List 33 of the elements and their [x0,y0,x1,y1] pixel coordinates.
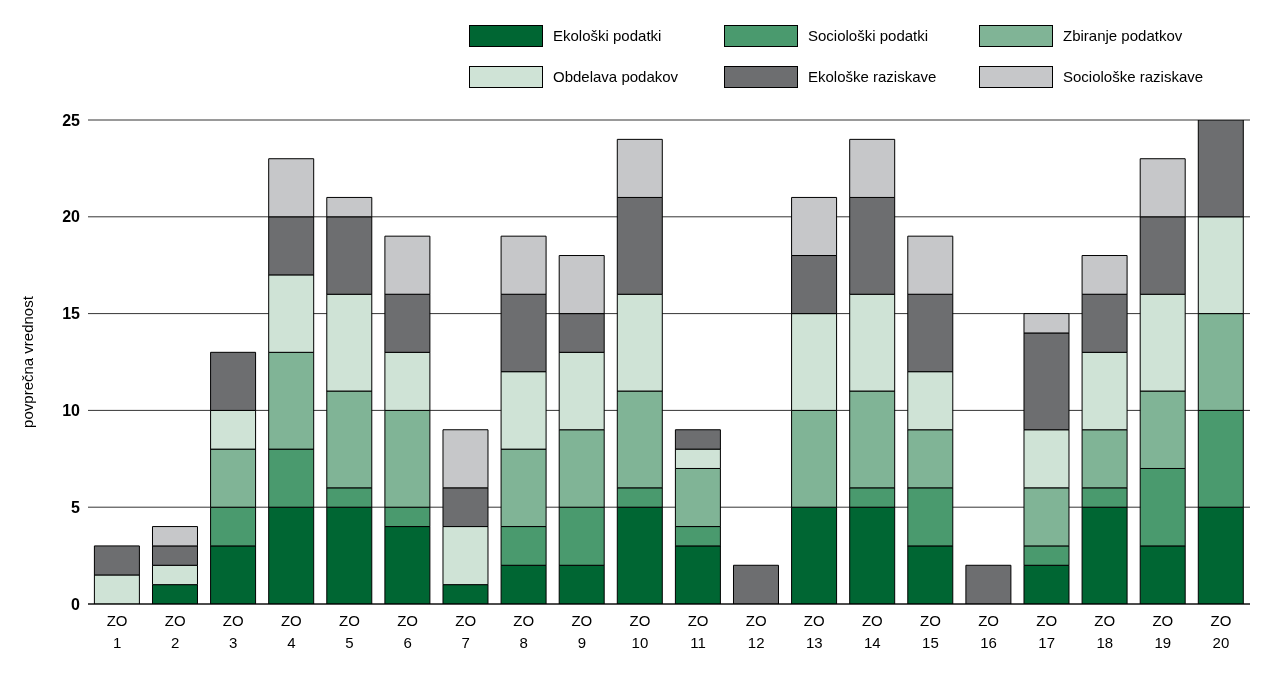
x-tick-label: ZO 6 [397,612,418,651]
y-axis-title: povprečna vrednost [19,295,37,428]
x-tick-label: ZO 15 [920,612,941,651]
x-tick-label: ZO 20 [1210,612,1232,651]
x-tick-label: ZO 13 [803,612,825,651]
x-tick-label: ZO 2 [164,612,186,651]
x-tick-label: ZO 14 [861,612,883,651]
x-tick-label: ZO 9 [571,612,593,651]
legend-label: Ekološke raziskave [808,68,937,85]
x-tick-label: ZO 19 [1152,612,1174,651]
x-tick-label: ZO 7 [455,612,477,651]
y-tick-label: 0 [71,595,81,613]
y-tick-label: 10 [62,402,81,420]
x-tick-label: ZO 3 [222,612,244,651]
y-tick-label: 20 [62,208,81,226]
x-tick-label: ZO 5 [339,612,360,651]
legend-label: Zbiranje podatkov [1063,27,1183,44]
x-tick-label: ZO 11 [687,612,709,651]
x-tick-label: ZO 12 [745,612,767,651]
legend-label: Sociološki podatki [808,27,929,44]
x-tick-label: ZO 16 [978,612,999,651]
legend-label: Obdelava podakov [553,68,679,85]
x-tick-label: ZO 10 [629,612,651,651]
legend-label: Ekološki podatki [553,27,662,44]
x-tick-label: ZO 8 [513,612,535,651]
y-tick-label: 25 [62,111,81,129]
x-tick-label: ZO 17 [1036,612,1058,651]
legend-label: Sociološke raziskave [1063,68,1204,85]
x-tick-label: ZO 18 [1094,612,1116,651]
y-tick-label: 5 [71,498,81,516]
x-tick-label: ZO 1 [106,612,128,651]
y-tick-label: 15 [62,305,81,323]
x-tick-label: ZO 4 [280,612,302,651]
